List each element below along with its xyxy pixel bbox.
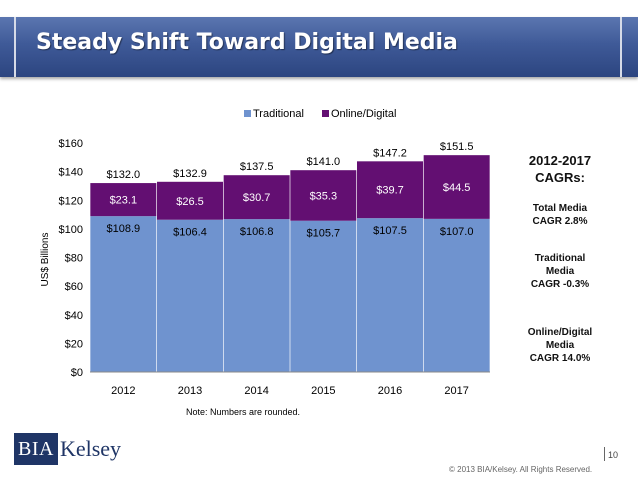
- bar-traditional-2017: [423, 218, 490, 372]
- data-label-online-digital: $30.7: [243, 192, 271, 204]
- bar-online-digital-2013: [157, 181, 223, 220]
- legend-label-0: Traditional: [253, 108, 304, 120]
- data-label-online-digital: $35.3: [310, 190, 338, 202]
- cagr-total-line1: Total Media: [532, 203, 588, 214]
- x-tick-label: 2015: [311, 385, 335, 397]
- total-label: $137.5: [240, 161, 274, 173]
- y-tick-label: $140: [59, 167, 83, 179]
- data-label-online-digital: $44.5: [443, 182, 471, 194]
- bar-traditional-2013: [157, 219, 223, 372]
- cagr-total-media: Total Media CAGR 2.8%: [500, 202, 620, 228]
- bar-traditional-2014: [223, 219, 290, 372]
- data-label-traditional: $108.9: [107, 223, 141, 235]
- company-logo: BIA Kelsey: [14, 433, 121, 465]
- bar-traditional-2015: [290, 220, 357, 372]
- cagr-heading-line2: CAGRs:: [535, 170, 585, 185]
- y-tick-label: $120: [59, 195, 83, 207]
- cagr-online-line3: CAGR 14.0%: [529, 353, 591, 364]
- total-label: $132.0: [107, 169, 141, 181]
- logo-box: BIA: [14, 433, 58, 465]
- y-tick-label: $160: [59, 138, 83, 150]
- x-tick-label: 2013: [178, 385, 202, 397]
- x-tick-label: 2016: [378, 385, 402, 397]
- cagr-online-line1: Online/Digital: [527, 327, 593, 338]
- y-tick-label: $40: [65, 310, 83, 322]
- page-divider: [604, 447, 605, 461]
- data-label-online-digital: $39.7: [376, 185, 404, 197]
- data-label-traditional: $105.7: [307, 228, 341, 240]
- data-label-online-digital: $23.1: [110, 195, 138, 207]
- cagr-traditional-line2: Media: [545, 266, 575, 277]
- y-tick-label: $0: [71, 367, 83, 379]
- cagr-traditional-line3: CAGR -0.3%: [530, 279, 590, 290]
- cagr-total-line2: CAGR 2.8%: [532, 216, 588, 227]
- x-tick-label: 2017: [444, 385, 468, 397]
- page-number: 10: [608, 450, 619, 460]
- cagr-traditional-media: Traditional Media CAGR -0.3%: [500, 252, 620, 291]
- x-tick-label: 2012: [111, 385, 135, 397]
- data-label-traditional: $107.0: [440, 226, 474, 238]
- total-label: $141.0: [307, 156, 341, 168]
- bar-online-digital-2012: [90, 183, 157, 217]
- y-tick-label: $60: [65, 281, 83, 293]
- title-bar: [0, 17, 638, 77]
- cagr-heading-line1: 2012-2017: [528, 153, 592, 168]
- cagr-panel: 2012-2017 CAGRs: Total Media CAGR 2.8% T…: [500, 152, 620, 364]
- legend-swatch-0: [244, 110, 251, 117]
- slide-title: Steady Shift Toward Digital Media: [36, 30, 458, 55]
- bar-traditional-2016: [357, 218, 423, 372]
- cagr-online-media: Online/Digital Media CAGR 14.0%: [500, 326, 620, 365]
- data-label-online-digital: $26.5: [176, 196, 204, 208]
- total-label: $147.2: [373, 147, 407, 159]
- x-tick-label: 2014: [244, 385, 268, 397]
- bar-online-digital-2016: [357, 161, 423, 219]
- copyright-text: © 2013 BIA/Kelsey. All Rights Reserved.: [449, 465, 593, 474]
- bar-traditional-2012: [90, 216, 157, 372]
- bar-online-digital-2014: [223, 175, 290, 220]
- data-label-traditional: $107.5: [373, 225, 407, 237]
- cagr-traditional-line1: Traditional: [534, 253, 586, 264]
- total-label: $151.5: [440, 141, 474, 153]
- title-bar-accent-right: [620, 17, 622, 77]
- rounding-note: Note: Numbers are rounded.: [186, 407, 301, 417]
- y-tick-label: $80: [65, 253, 83, 265]
- y-tick-label: $20: [65, 338, 83, 350]
- data-label-traditional: $106.8: [240, 226, 274, 238]
- bar-online-digital-2017: [423, 155, 490, 219]
- cagr-online-line2: Media: [545, 340, 575, 351]
- title-bar-accent-left: [14, 17, 16, 77]
- y-axis-label: US$ Billions: [40, 233, 51, 287]
- y-tick-label: $100: [59, 224, 83, 236]
- total-label: $132.9: [173, 168, 207, 180]
- logo-name: Kelsey: [59, 436, 122, 461]
- bar-online-digital-2015: [290, 170, 357, 221]
- cagr-heading: 2012-2017 CAGRs:: [500, 152, 620, 186]
- legend-label-1: Online/Digital: [331, 108, 396, 120]
- data-label-traditional: $106.4: [173, 227, 207, 239]
- legend-swatch-1: [322, 110, 329, 117]
